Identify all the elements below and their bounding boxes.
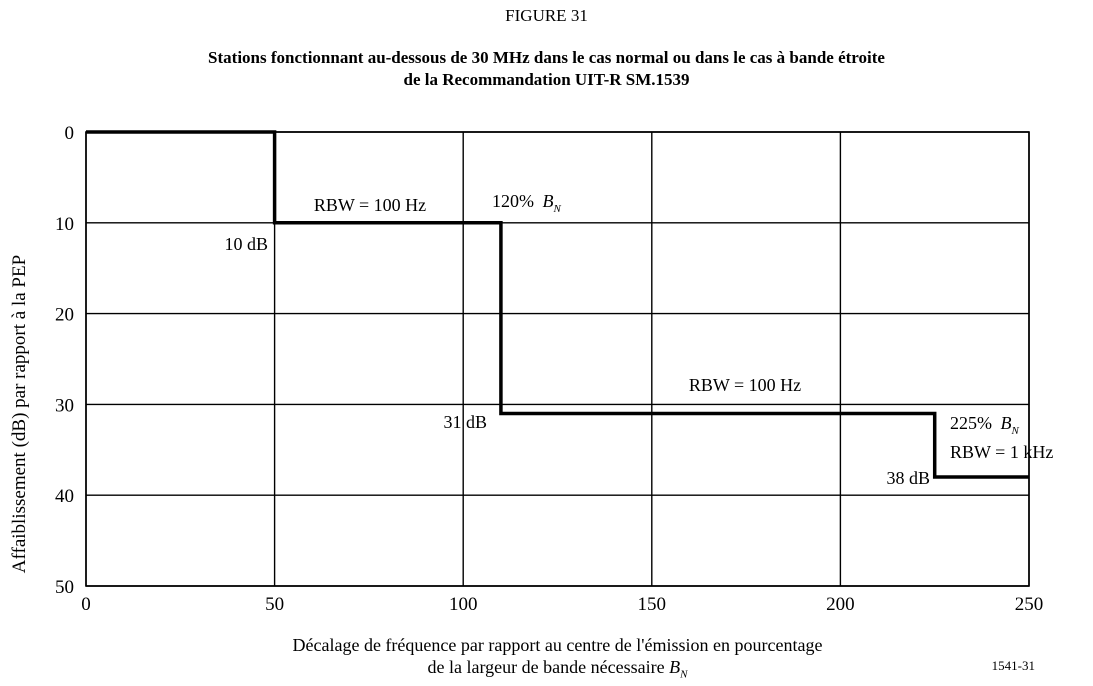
annotation-rbw-3: RBW = 1 kHz: [950, 442, 1053, 462]
annotation-38db: 38 dB: [886, 468, 930, 488]
annotation-10db: 10 dB: [224, 234, 268, 254]
x-axis-label-bn-subscript: N: [680, 668, 688, 681]
y-tick-label: 20: [55, 305, 74, 326]
x-tick-label: 0: [81, 594, 91, 615]
y-tick-label: 30: [55, 395, 74, 416]
x-axis-label: Décalage de fréquence par rapport au cen…: [86, 634, 1029, 686]
x-axis-label-bn: B: [669, 657, 681, 677]
annotation-120-pct: 120%: [492, 191, 534, 211]
annotation-225-b: B: [1001, 413, 1012, 433]
x-axis-label-line2-text: de la largeur de bande nécessaire: [427, 657, 665, 677]
annotation-225-n: N: [1011, 425, 1020, 437]
annotation-225-pct: 225%: [950, 413, 992, 433]
x-tick-label: 50: [265, 594, 284, 615]
mask-line: [86, 130, 1029, 479]
y-tick-label: 50: [55, 577, 74, 598]
x-tick-label: 200: [826, 594, 855, 615]
x-tick-label: 100: [449, 594, 478, 615]
axes: 0 50 100 150 200 250 0 10 20 30 40 50: [55, 123, 1043, 615]
x-tick-label: 150: [638, 594, 667, 615]
grid: [85, 131, 1030, 587]
y-tick-label: 0: [65, 123, 75, 144]
chart-title-line2: de la Recommandation UIT-R SM.1539: [403, 70, 690, 89]
annotation-31db: 31 dB: [443, 412, 487, 432]
annotation-225-bn: 225% BN: [950, 413, 1020, 437]
annotation-120-b: B: [543, 191, 554, 211]
annotation-120-n: N: [553, 203, 562, 215]
series: [86, 130, 1029, 479]
y-tick-label: 10: [55, 214, 74, 235]
annotation-rbw-1: RBW = 100 Hz: [314, 195, 426, 215]
plot-frame: [85, 131, 1030, 587]
annotation-120-bn: 120% BN: [492, 191, 562, 215]
chart-title-line1: Stations fonctionnant au-dessous de 30 M…: [208, 48, 885, 67]
chart-title: Stations fonctionnant au-dessous de 30 M…: [40, 47, 1053, 91]
x-tick-label: 250: [1015, 594, 1044, 615]
y-tick-label: 40: [55, 486, 74, 507]
x-axis-label-line1: Décalage de fréquence par rapport au cen…: [292, 635, 823, 655]
annotations: RBW = 100 Hz 120% BN 10 dB RBW = 100 Hz …: [224, 191, 1053, 488]
x-axis-label-line2: de la largeur de bande nécessaire BN: [86, 656, 1029, 686]
figure-number: FIGURE 31: [505, 6, 588, 25]
annotation-rbw-2: RBW = 100 Hz: [689, 375, 801, 395]
figure-id: 1541-31: [991, 658, 1035, 673]
